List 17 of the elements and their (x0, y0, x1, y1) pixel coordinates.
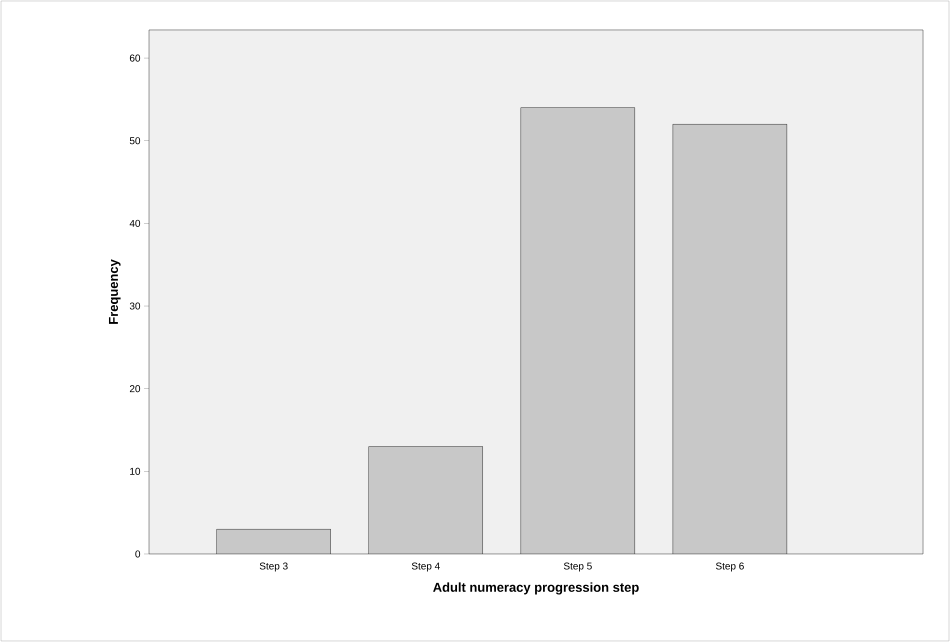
x-tick-label: Step 4 (412, 562, 440, 572)
bar (520, 107, 636, 554)
y-tick-label: 10 (130, 468, 140, 475)
x-axis-title: Adult numeracy progression step (433, 582, 639, 595)
x-tick-label: Step 3 (260, 562, 288, 572)
y-tick-label: 40 (130, 220, 140, 227)
y-axis-title: Frequency (108, 259, 121, 324)
y-tick-label: 60 (130, 54, 140, 62)
bar (216, 528, 331, 554)
y-tick-label: 50 (130, 137, 140, 144)
bar (368, 446, 483, 554)
y-tick-label: 0 (135, 550, 140, 558)
y-tick-label: 20 (130, 385, 140, 392)
bar (672, 124, 788, 554)
x-tick-label: Step 6 (716, 562, 744, 572)
y-tick-label: 30 (130, 302, 140, 310)
x-tick-label: Step 5 (564, 562, 592, 572)
